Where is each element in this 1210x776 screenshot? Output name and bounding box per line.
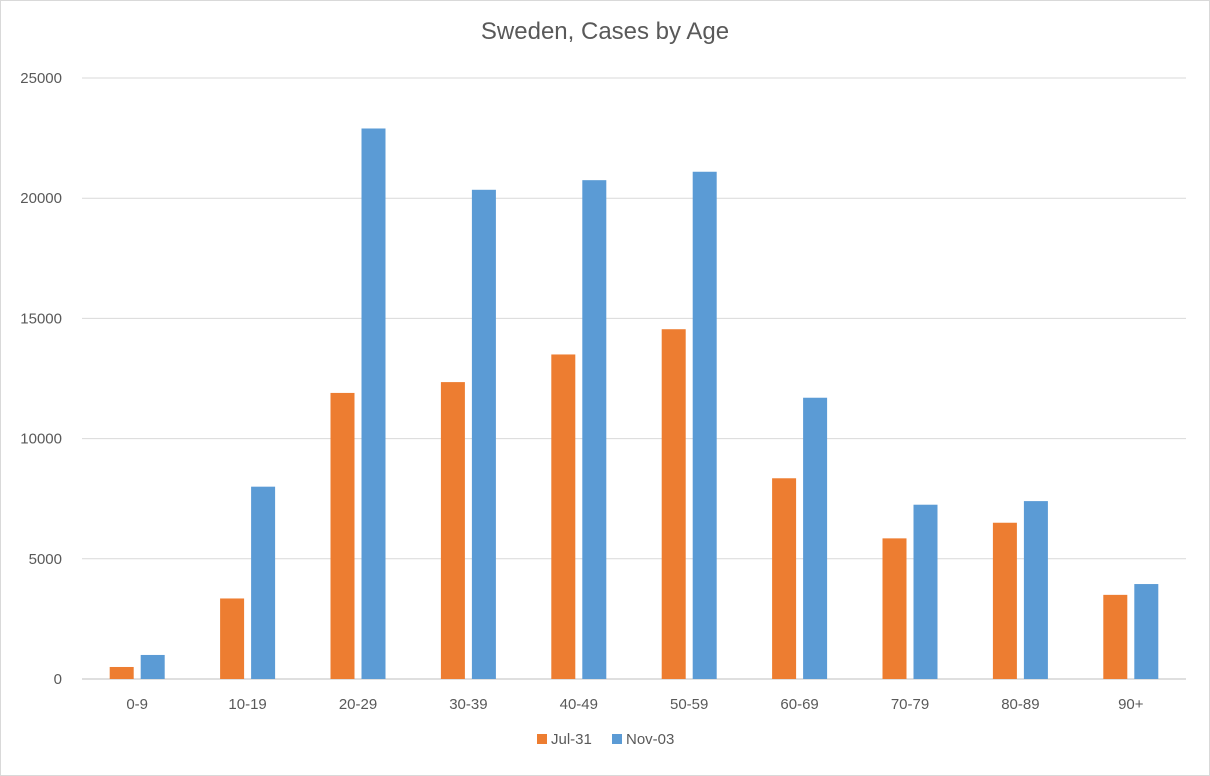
legend-label: Nov-03 xyxy=(626,731,674,748)
bar-nov-03-60-69 xyxy=(803,397,828,679)
bar-nov-03-40-49 xyxy=(582,180,607,680)
bar-jul-31-30-39 xyxy=(440,382,465,679)
bar-jul-31-70-79 xyxy=(882,538,907,679)
bar-jul-31-50-59 xyxy=(661,329,686,679)
y-tick-label: 0 xyxy=(54,671,62,688)
legend-label: Jul-31 xyxy=(551,731,592,748)
x-tick-label: 20-29 xyxy=(339,696,377,713)
bar-nov-03-30-39 xyxy=(471,189,496,679)
y-tick-label: 20000 xyxy=(20,190,62,207)
y-tick-label: 5000 xyxy=(29,551,62,568)
bar-nov-03-70-79 xyxy=(913,504,938,679)
bar-nov-03-0-9 xyxy=(140,654,165,679)
bar-nov-03-20-29 xyxy=(361,128,386,679)
x-tick-label: 50-59 xyxy=(670,696,708,713)
bar-nov-03-10-19 xyxy=(251,486,276,679)
bar-nov-03-90+ xyxy=(1134,584,1159,679)
bar-jul-31-10-19 xyxy=(220,598,245,679)
gridlines xyxy=(82,77,1186,680)
x-tick-label: 70-79 xyxy=(891,696,929,713)
bar-jul-31-0-9 xyxy=(109,666,134,679)
y-tick-label: 25000 xyxy=(20,70,62,87)
x-axis-tick-labels: 0-9 10-19 20-29 30-39 40-49 50-59 60-69 70-79 80… xyxy=(126,696,1143,713)
x-tick-label: 90+ xyxy=(1118,696,1144,713)
y-tick-label: 15000 xyxy=(20,310,62,327)
x-tick-label: 30-39 xyxy=(449,696,487,713)
bar-jul-31-90+ xyxy=(1103,594,1128,679)
x-tick-label: 0-9 xyxy=(126,696,148,713)
bar-jul-31-60-69 xyxy=(772,478,797,679)
bar-nov-03-50-59 xyxy=(692,171,717,680)
legend-swatch-jul-31 xyxy=(537,734,547,744)
y-tick-label: 10000 xyxy=(20,431,62,448)
bars xyxy=(109,128,1159,680)
x-tick-label: 60-69 xyxy=(780,696,818,713)
x-tick-label: 10-19 xyxy=(228,696,266,713)
y-axis-tick-labels: 0 5000 10000 15000 20000 25000 xyxy=(20,70,62,688)
bar-jul-31-20-29 xyxy=(330,392,355,679)
bar-nov-03-80-89 xyxy=(1023,501,1048,679)
legend: Jul-31 Nov-03 xyxy=(537,731,674,748)
x-tick-label: 80-89 xyxy=(1001,696,1039,713)
bar-jul-31-40-49 xyxy=(551,354,576,679)
bar-jul-31-80-89 xyxy=(992,522,1017,679)
x-tick-label: 40-49 xyxy=(560,696,598,713)
chart-title: Sweden, Cases by Age xyxy=(480,18,730,45)
legend-swatch-nov-03 xyxy=(612,734,622,744)
